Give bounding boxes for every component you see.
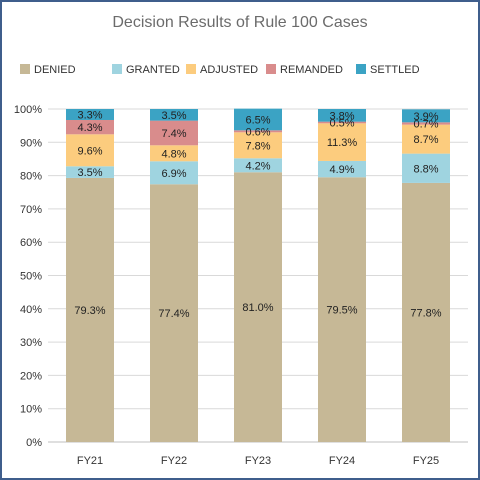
bar-segment-adjusted-fy22	[150, 145, 198, 162]
bar-segment-settled-fy24	[318, 109, 366, 122]
bar-segment-settled-fy25	[402, 109, 450, 123]
data-label: 0.7%	[413, 118, 438, 130]
bar-segment-remanded-fy22	[150, 120, 198, 146]
data-label: 7.4%	[161, 128, 186, 140]
y-tick-label: 20%	[20, 370, 42, 382]
y-tick-label: 100%	[14, 104, 42, 116]
y-tick-label: 50%	[20, 271, 42, 283]
bar-segment-adjusted-fy21	[66, 134, 114, 167]
bar-segment-granted-fy23	[234, 158, 282, 173]
bar-segment-adjusted-fy23	[234, 132, 282, 159]
data-label: 6.9%	[161, 168, 186, 180]
data-label: 79.5%	[326, 305, 357, 317]
bar-segment-remanded-fy24	[318, 121, 366, 124]
legend-swatch-denied	[20, 64, 30, 74]
bar-segment-denied-fy22	[150, 184, 198, 442]
legend-swatch-adjusted	[186, 64, 196, 74]
data-label: 77.8%	[410, 307, 441, 319]
data-label: 81.0%	[242, 302, 273, 314]
bar-segment-remanded-fy21	[66, 119, 114, 135]
chart-title: Decision Results of Rule 100 Cases	[112, 14, 367, 31]
data-label: 4.2%	[245, 160, 270, 172]
bar-segment-granted-fy21	[66, 166, 114, 178]
y-tick-label: 70%	[20, 204, 42, 216]
y-tick-label: 30%	[20, 337, 42, 349]
data-label: 3.3%	[77, 109, 102, 121]
y-tick-label: 90%	[20, 137, 42, 149]
data-label: 4.8%	[161, 148, 186, 160]
legend-swatch-settled	[356, 64, 366, 74]
bar-segment-denied-fy21	[66, 177, 114, 442]
x-category-label: FY23	[245, 455, 271, 467]
bar-segment-granted-fy24	[318, 160, 366, 178]
data-label: 3.5%	[161, 110, 186, 122]
data-label: 6.5%	[245, 114, 270, 126]
bar-segment-remanded-fy25	[402, 122, 450, 125]
y-tick-label: 10%	[20, 404, 42, 416]
legend-label-remanded: REMANDED	[280, 64, 343, 76]
bar-segment-denied-fy24	[318, 177, 366, 442]
data-labels: 79.3% 3.5% 9.6% 4.3%3.3% 77.4% 6.9% 4.8% 7.4% 3.…	[74, 109, 441, 320]
legend-label-denied: DENIED	[34, 64, 76, 76]
legend-label-settled: SETTLED	[370, 64, 420, 76]
data-label: 4.3%	[77, 122, 102, 134]
x-category-label: FY24	[329, 455, 355, 467]
legend-label-adjusted: ADJUSTED	[200, 64, 258, 76]
y-tick-label: 0%	[26, 437, 42, 449]
data-label: 3.9%	[413, 111, 438, 123]
legend-swatch-granted	[112, 64, 122, 74]
data-label: 3.8%	[329, 110, 354, 122]
bar-segment-remanded-fy23	[234, 130, 282, 133]
x-category-label: FY25	[413, 455, 439, 467]
data-label: 8.7%	[413, 134, 438, 146]
data-label: 0.6%	[245, 126, 270, 138]
y-tick-label: 60%	[20, 237, 42, 249]
bar-segment-denied-fy23	[234, 172, 282, 442]
data-label: 0.5%	[329, 117, 354, 129]
y-tick-label: 80%	[20, 171, 42, 183]
legend-label-granted: GRANTED	[126, 64, 180, 76]
data-label: 11.3%	[327, 137, 358, 149]
y-tick-label: 40%	[20, 304, 42, 316]
data-label: 8.8%	[413, 163, 438, 175]
data-label: 77.4%	[158, 308, 189, 320]
bar-segment-adjusted-fy24	[318, 123, 366, 161]
x-category-label: FY22	[161, 455, 187, 467]
bar-segment-settled-fy23	[234, 108, 282, 131]
bar-segment-settled-fy21	[66, 109, 114, 120]
y-axis: 0% 10% 20% 30% 40% 50% 60% 70% 80% 90% 100%	[14, 104, 42, 449]
bar-segment-denied-fy25	[402, 182, 450, 442]
data-label: 79.3%	[74, 305, 105, 317]
data-label: 4.9%	[329, 164, 354, 176]
bars	[66, 108, 450, 442]
x-category-label: FY21	[77, 455, 103, 467]
bar-segment-granted-fy22	[150, 161, 198, 185]
data-label: 3.5%	[77, 167, 102, 179]
bar-segment-settled-fy22	[150, 109, 198, 121]
data-label: 9.6%	[77, 145, 102, 157]
x-axis: FY21 FY22 FY23 FY24 FY25	[77, 455, 439, 467]
bar-segment-granted-fy25	[402, 153, 450, 183]
bar-segment-adjusted-fy25	[402, 124, 450, 154]
legend-swatch-remanded	[266, 64, 276, 74]
data-label: 7.8%	[245, 140, 270, 152]
legend: DENIED GRANTED ADJUSTED REMANDED SETTLED	[20, 64, 420, 76]
